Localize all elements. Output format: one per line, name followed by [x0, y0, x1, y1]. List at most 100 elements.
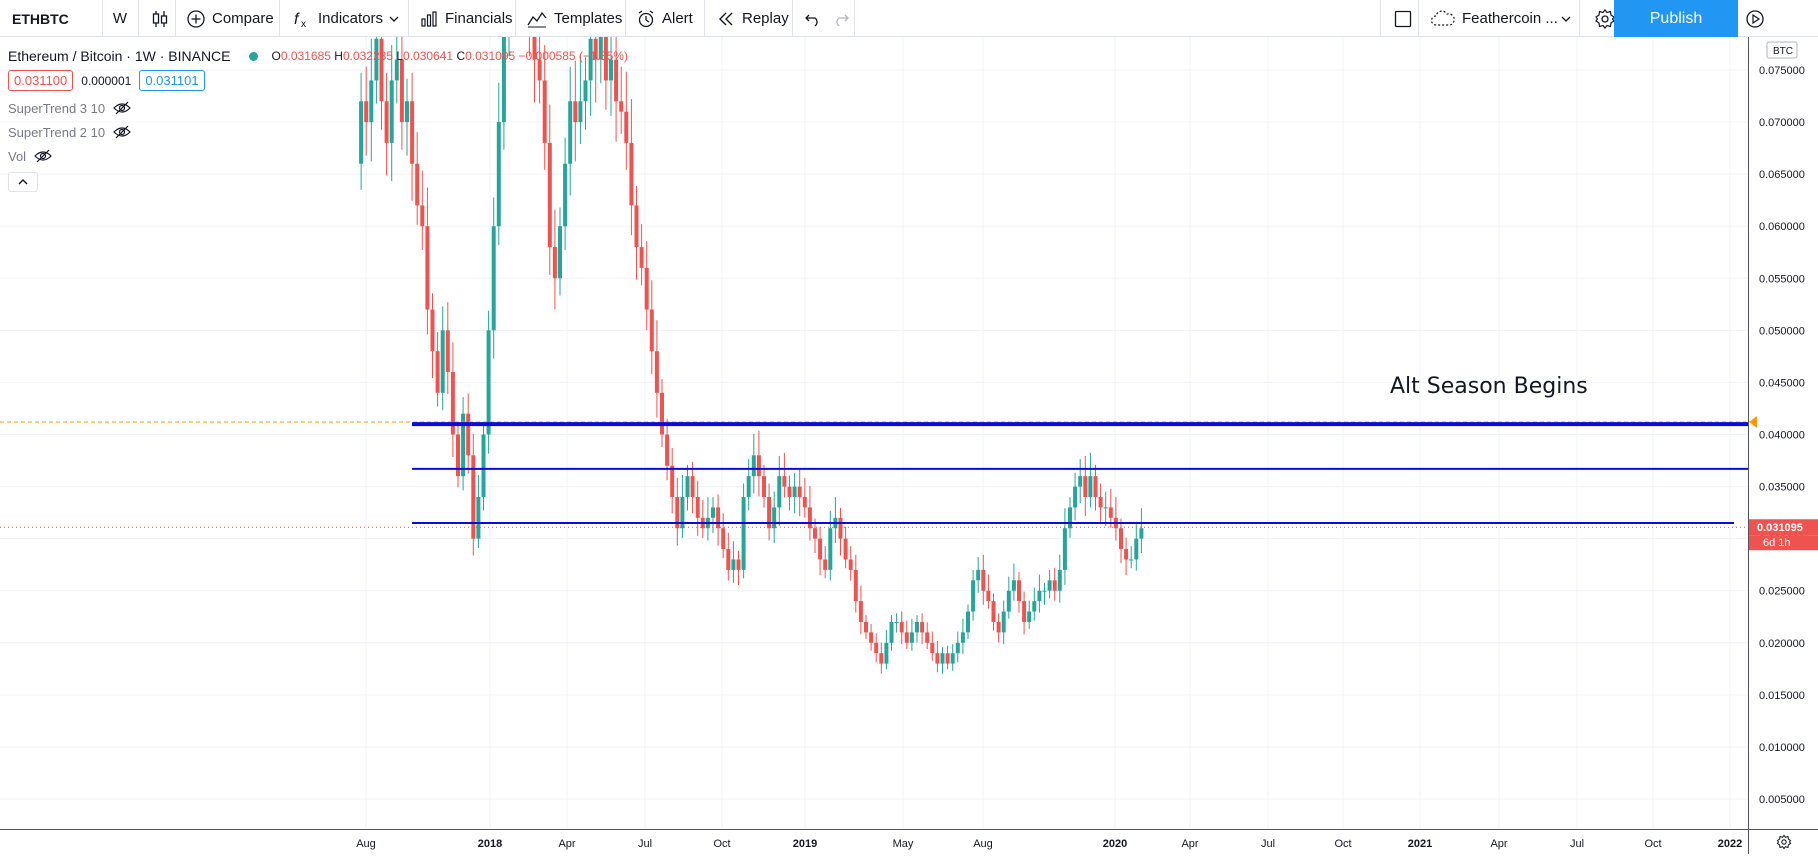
- price-tick-label: 0.010000: [1759, 742, 1805, 754]
- alert-button[interactable]: Alert: [628, 0, 701, 37]
- candle-body: [389, 80, 394, 143]
- compare-label: Compare: [212, 10, 274, 27]
- indicator-label: SuperTrend 3 10: [8, 100, 106, 116]
- financials-button[interactable]: Financials: [411, 0, 521, 37]
- symbol-search-button[interactable]: ETHBTC: [4, 0, 77, 37]
- time-tick-label: Apr: [1181, 838, 1198, 850]
- chart-settings-corner[interactable]: [1748, 829, 1818, 854]
- settings-button[interactable]: [1586, 0, 1624, 37]
- open-value: 0.031685: [280, 49, 331, 63]
- candle-body: [751, 455, 756, 477]
- price-tick-label: 0.065000: [1759, 169, 1805, 181]
- indicators-button[interactable]: f x Indicators: [284, 0, 391, 37]
- candle-body: [573, 101, 578, 123]
- candle-body: [1093, 476, 1098, 497]
- candle-body: [369, 80, 374, 123]
- candle-body: [726, 549, 731, 570]
- candle-body: [685, 476, 690, 497]
- candle-body: [935, 653, 940, 664]
- time-tick-label: Oct: [713, 838, 730, 850]
- candle-body: [537, 59, 542, 81]
- candle-body: [614, 59, 619, 102]
- compare-button[interactable]: Compare: [178, 0, 282, 37]
- price-chart[interactable]: [0, 0, 1748, 829]
- templates-button[interactable]: Templates: [518, 0, 630, 37]
- undo-button[interactable]: [796, 0, 830, 37]
- candle-body: [945, 653, 950, 664]
- candle-body: [940, 653, 945, 664]
- last-price-badge: [1749, 519, 1818, 536]
- candle-body: [588, 38, 593, 81]
- candle-body: [1042, 590, 1047, 592]
- indicator-label: Vol: [8, 148, 27, 164]
- candle-body: [1124, 549, 1129, 560]
- price-tick-label: 0.015000: [1759, 690, 1805, 702]
- sell-button[interactable]: 0.031100: [8, 70, 74, 91]
- square-icon: [1394, 10, 1412, 27]
- candle-body: [848, 559, 853, 570]
- candle-body: [456, 434, 460, 477]
- indicators-dropdown[interactable]: [384, 0, 404, 37]
- price-tick-label: 0.040000: [1759, 430, 1805, 442]
- candle-body: [1088, 476, 1093, 497]
- eye-hidden-icon[interactable]: [34, 148, 52, 164]
- candle-body: [410, 101, 415, 164]
- candle-body: [649, 309, 654, 352]
- price-scale[interactable]: 0.075000 0.070000 0.065000 0.060000 0.055000…: [1748, 37, 1818, 829]
- candle-body: [736, 559, 741, 570]
- candle-body: [889, 621, 894, 643]
- replay-button[interactable]: Replay: [708, 0, 797, 37]
- publish-label: Publish: [1649, 9, 1703, 27]
- buy-button[interactable]: 0.031101: [139, 70, 205, 91]
- redo-button[interactable]: [824, 0, 858, 37]
- currency-label: BTC: [1773, 46, 1793, 57]
- candle-body: [1052, 580, 1057, 591]
- time-tick-label: Apr: [1490, 838, 1507, 850]
- candle-body: [772, 507, 777, 529]
- legend-collapse-button[interactable]: [8, 172, 38, 192]
- candle-body: [1057, 569, 1062, 591]
- candle-body: [1017, 580, 1021, 602]
- candle-body: [869, 632, 874, 643]
- layout-name-label: Feathercoin ...: [1462, 10, 1558, 27]
- candle-body: [420, 205, 425, 227]
- candle-body: [547, 142, 552, 248]
- interval-button[interactable]: W: [104, 0, 136, 37]
- series-title[interactable]: Ethereum / Bitcoin · 1W · BINANCE: [8, 48, 231, 64]
- eye-hidden-icon[interactable]: [113, 100, 131, 116]
- time-scale[interactable]: Aug 2018 Apr Jul Oct 2019 May Aug 2020 Apr Jul Oct 2…: [0, 829, 1748, 854]
- publish-button[interactable]: Publish: [1614, 0, 1738, 37]
- candle-body: [746, 476, 751, 497]
- candle-body: [619, 101, 624, 112]
- time-axis: Aug 2018 Apr Jul Oct 2019 May Aug 2020 Apr Jul Oct 2…: [356, 838, 1742, 850]
- eye-hidden-icon[interactable]: [113, 124, 131, 140]
- layout-name-button[interactable]: Feathercoin ...: [1422, 0, 1566, 37]
- indicator-supertrend-1[interactable]: SuperTrend 3 10: [8, 100, 131, 116]
- candle-body: [466, 413, 471, 456]
- undo-icon: [805, 14, 818, 27]
- candle-body: [828, 528, 833, 570]
- candle-body: [440, 330, 445, 393]
- chart-style-button[interactable]: [142, 0, 178, 37]
- candle-body: [568, 101, 573, 164]
- play-button[interactable]: [1738, 0, 1772, 37]
- text-annotation[interactable]: Alt Season Begins: [1390, 374, 1588, 399]
- candle-body: [996, 621, 1001, 633]
- close-value: 0.031095: [465, 49, 516, 63]
- candle-body: [394, 59, 399, 81]
- time-tick-label: Oct: [1334, 838, 1351, 850]
- price-tick-label: 0.075000: [1759, 65, 1805, 77]
- candle-body: [864, 621, 868, 633]
- layout-dropdown[interactable]: [1556, 0, 1576, 37]
- price-tick-label: 0.045000: [1759, 377, 1805, 389]
- gear-icon: [1776, 834, 1791, 850]
- indicator-volume[interactable]: Vol: [8, 148, 52, 164]
- chart-pane[interactable]: [0, 0, 1748, 829]
- candle-body: [384, 101, 389, 143]
- indicator-supertrend-2[interactable]: SuperTrend 2 10: [8, 124, 131, 140]
- indicators-label: Indicators: [318, 10, 384, 27]
- candle-body: [501, 17, 506, 123]
- indicator-label: SuperTrend 2 10: [8, 124, 106, 140]
- layout-square-button[interactable]: [1385, 0, 1421, 37]
- time-tick-label: Jul: [1570, 838, 1584, 850]
